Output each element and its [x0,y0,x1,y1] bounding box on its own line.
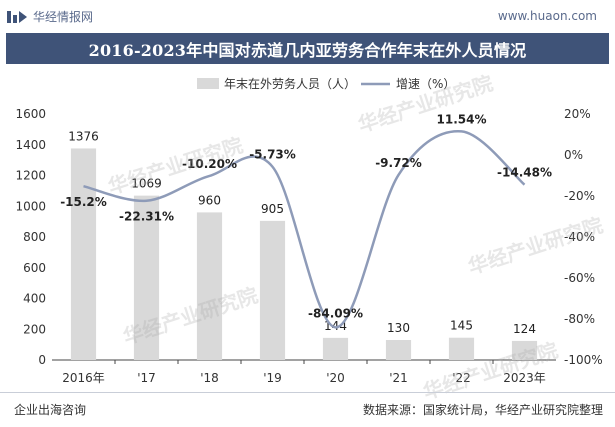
bar [259,220,286,360]
bar [133,195,160,360]
x-tick-label: '20 [326,371,345,385]
y-right-tick-label: -100% [564,353,603,367]
line-value-label: -22.31% [119,210,174,224]
x-tick-label: '17 [137,371,156,385]
x-tick-label: '18 [200,371,219,385]
line-value-label: -10.20% [182,157,237,171]
line-value-label: -5.73% [249,148,296,162]
bar-value-label: 960 [198,193,221,207]
legend-bar-swatch [197,78,219,89]
bar-value-label: 130 [387,321,410,335]
y-left-tick-label: 0 [38,353,46,367]
legend-bar-label: 年末在外劳务人员（人） [224,76,356,91]
bar-value-label: 1376 [68,129,99,143]
line-data-labels: -15.2% -22.31% -10.20% -5.73% -84.09% -9.72% 1… [60,112,552,320]
chart-plot: 年末在外劳务人员（人） 增速（%） 0 200 400 600 800 1000 1200 14… [15,76,602,385]
line-value-label: -84.09% [308,306,363,320]
axes: 0 200 400 600 800 1000 1200 1400 1600 -100% -80% -6… [15,107,602,385]
x-tick-label: 2016年 [62,371,105,385]
y-left-tick-label: 400 [23,292,46,306]
y-left-tick-label: 800 [23,230,46,244]
y-left-tick-label: 1600 [15,107,46,121]
y-right-tick-label: 20% [564,107,591,121]
legend-line-label: 增速（%） [396,77,455,91]
x-tick-label: '22 [452,371,471,385]
line-value-label: -14.48% [497,166,552,180]
bar-value-label: 145 [450,319,473,333]
bar [448,337,475,360]
y-right-tick-label: -40% [564,230,595,244]
y-right-tick-label: 0% [564,148,583,162]
bar-series [70,148,538,360]
y-left-tick-label: 1400 [15,138,46,152]
bar [385,340,412,360]
growth-line [83,130,526,329]
y-right-tick-label: -60% [564,271,595,285]
bar [196,212,223,360]
y-right-tick-label: -20% [564,189,595,203]
brand-name: 华经情报网 [33,10,94,24]
site-url[interactable]: www.huaon.com [497,9,597,23]
footer: 企业出海咨询 数据来源：国家统计局，华经产业研究院整理 [0,392,615,427]
bar [70,148,97,360]
top-bar: 华经情报网 www.huaon.com [0,0,615,32]
x-tick-label: 2023年 [503,371,546,385]
line-value-label: 11.54% [437,112,487,126]
y-left-tick-label: 1000 [15,199,46,213]
footer-left-text: 企业出海咨询 [14,403,87,417]
source-note: 数据来源：国家统计局，华经产业研究院整理 [362,403,603,417]
y-left-tick-label: 200 [23,322,46,336]
line-value-label: -15.2% [60,195,107,209]
bar [322,337,349,360]
legend: 年末在外劳务人员（人） 增速（%） [197,76,455,91]
title-bar: 2016-2023年中国对赤道几内亚劳务合作年末在外人员情况 [6,33,609,64]
y-right-tick-label: -80% [564,312,595,326]
huajing-logo-icon [7,10,27,23]
bar-value-label: 1069 [131,177,162,191]
chart-title: 2016-2023年中国对赤道几内亚劳务合作年末在外人员情况 [88,40,527,60]
brand: 华经情报网 [6,8,93,25]
bar-value-label: 124 [513,322,536,336]
bar-value-label: 905 [261,202,284,216]
x-tick-label: '19 [263,371,282,385]
y-left-tick-label: 600 [23,261,46,275]
y-left-tick-label: 1200 [15,169,46,183]
x-tick-label: '21 [389,371,408,385]
bar [511,340,538,360]
line-value-label: -9.72% [375,156,422,170]
